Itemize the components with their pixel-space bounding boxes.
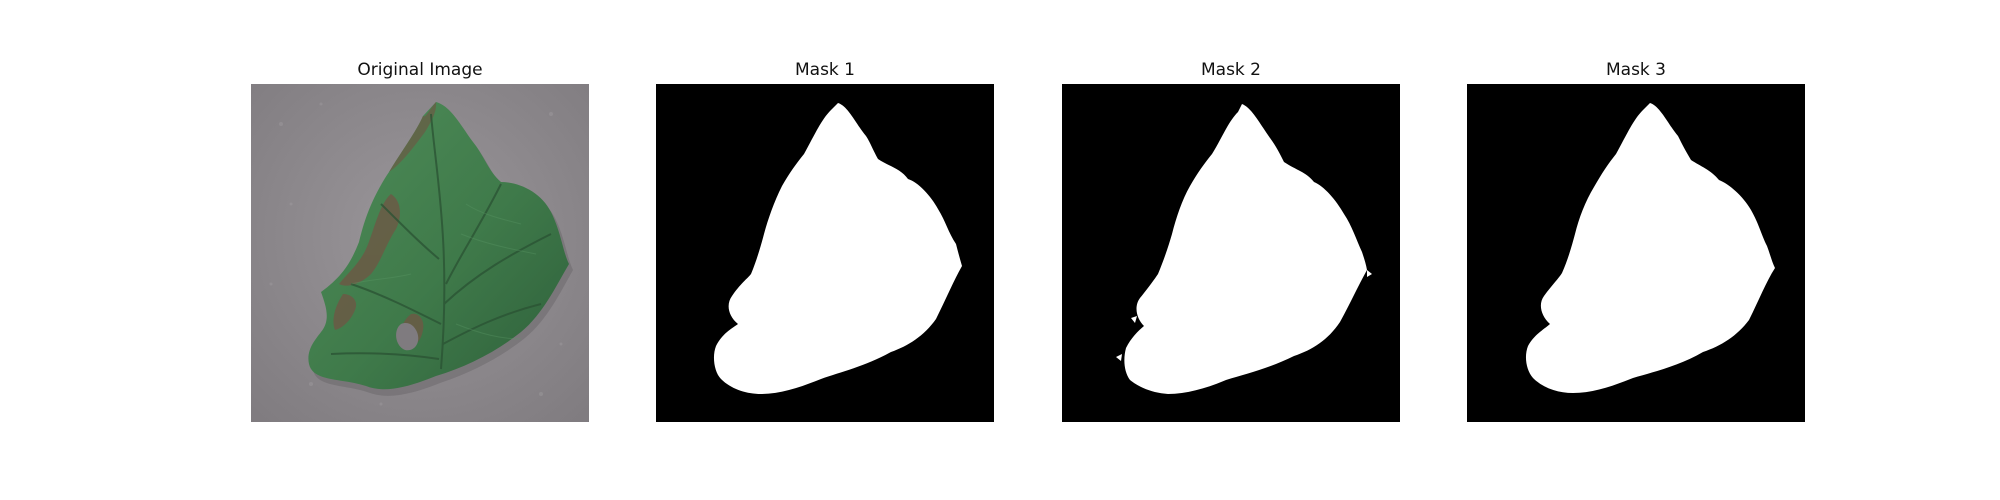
mask-2-shape [1124, 104, 1367, 394]
panel-title-original: Original Image [357, 60, 483, 80]
leaf-shape [308, 102, 569, 390]
panel-title-mask-3: Mask 3 [1605, 60, 1666, 80]
panel-title-mask-1: Mask 1 [794, 60, 855, 80]
mask-1-shape [713, 103, 962, 394]
panel-title-mask-2: Mask 2 [1200, 60, 1261, 80]
mask-3-shape [1525, 103, 1775, 393]
mask-2-image [1062, 84, 1400, 422]
mask-3-image [1467, 84, 1805, 422]
mask-1-image [656, 84, 994, 422]
original-leaf-photo [251, 84, 589, 422]
